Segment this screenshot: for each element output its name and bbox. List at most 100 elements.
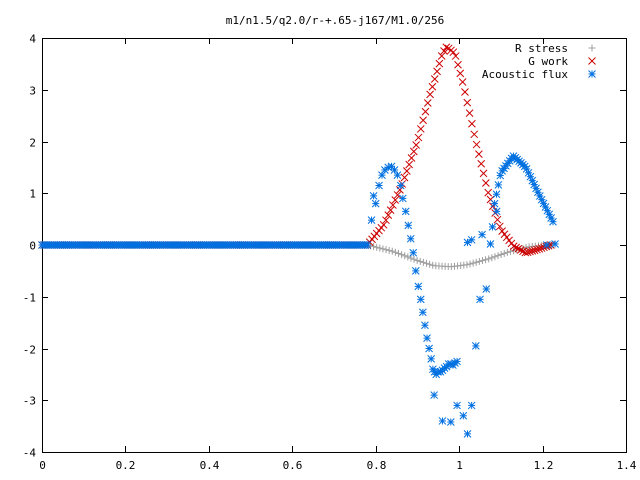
data-point [418, 308, 427, 317]
data-point [514, 244, 523, 253]
data-point [421, 107, 430, 116]
x-tick-label: 0.8 [367, 459, 387, 472]
data-point [371, 199, 380, 208]
chart-title: m1/n1.5/q2.0/r-+.65-j167/M1.0/256 [226, 14, 445, 27]
data-point [440, 47, 448, 55]
legend-label: R stress [515, 42, 568, 55]
data-point [382, 216, 390, 225]
data-point [551, 240, 559, 248]
data-point [497, 251, 505, 259]
data-point [446, 418, 455, 426]
data-point [373, 243, 381, 251]
data-point [478, 230, 486, 239]
data-point [411, 267, 420, 275]
data-point [369, 191, 378, 200]
data-point [425, 344, 433, 353]
data-point [456, 69, 465, 78]
data-point [393, 171, 402, 179]
data-point [468, 119, 476, 128]
data-point [472, 258, 480, 266]
data-point [549, 217, 557, 226]
data-point [398, 194, 407, 203]
y-tick-label: 4 [29, 33, 36, 46]
data-point [486, 240, 495, 248]
data-point [482, 285, 491, 293]
data-point [391, 248, 399, 256]
data-point [492, 207, 501, 216]
data-point [484, 188, 493, 197]
data-point [414, 282, 423, 291]
data-point [428, 82, 437, 91]
y-tick-label: 2 [29, 137, 36, 150]
data-point [405, 160, 414, 169]
data-point [427, 354, 436, 363]
data-point [494, 252, 502, 260]
x-tick-label: 1.2 [534, 459, 554, 472]
data-point [416, 257, 424, 265]
data-point [433, 67, 441, 76]
data-point [528, 247, 537, 255]
data-point [375, 181, 383, 190]
series-acoustic-flux [38, 152, 559, 438]
data-point [512, 243, 520, 252]
data-point [479, 169, 488, 178]
data-point [412, 141, 421, 149]
y-tick-label: 1 [29, 188, 36, 201]
data-point [463, 98, 472, 107]
data-point [426, 260, 434, 268]
data-point [423, 334, 431, 343]
data-point [503, 248, 511, 256]
data-point [430, 75, 439, 83]
data-point [500, 230, 509, 239]
data-point [393, 191, 402, 199]
data-point [401, 252, 409, 260]
data-point [449, 48, 458, 57]
x-tick-label: 0 [39, 459, 46, 472]
data-point [382, 246, 390, 254]
data-point [406, 234, 415, 243]
data-point [401, 207, 410, 216]
data-point [467, 235, 476, 244]
data-point [542, 241, 551, 249]
data-point [423, 99, 432, 107]
x-tick-label: 0.2 [116, 459, 136, 472]
data-point [478, 257, 486, 265]
data-point [367, 216, 376, 225]
data-point [467, 401, 476, 410]
data-point [519, 247, 527, 256]
data-point [429, 261, 437, 269]
data-point [463, 430, 472, 438]
data-point [453, 357, 461, 366]
data-point [477, 159, 486, 168]
data-point [471, 342, 480, 350]
data-point [426, 90, 434, 99]
y-tick-label: -2 [23, 344, 36, 357]
data-point [410, 255, 418, 263]
data-point [453, 401, 461, 410]
data-point [526, 247, 534, 256]
y-tick-label: 0 [29, 240, 36, 253]
legend-marker [588, 57, 596, 65]
data-point [535, 244, 544, 253]
data-point [391, 196, 400, 204]
data-point [459, 411, 468, 420]
data-point [491, 253, 499, 261]
data-point [476, 295, 484, 304]
data-point [458, 78, 467, 86]
data-point [400, 173, 409, 182]
legend-marker [588, 44, 596, 52]
data-point [488, 223, 497, 231]
series-g-work [38, 43, 555, 257]
plot-area [38, 43, 559, 438]
data-point [438, 417, 447, 425]
data-point [384, 211, 393, 219]
data-point [461, 88, 469, 96]
data-point [404, 221, 413, 230]
data-point [516, 246, 525, 254]
data-point [475, 150, 483, 159]
data-point [403, 167, 411, 175]
data-point [530, 246, 539, 255]
data-point [505, 236, 513, 245]
data-point [454, 60, 462, 69]
y-tick-label: 3 [29, 85, 36, 98]
